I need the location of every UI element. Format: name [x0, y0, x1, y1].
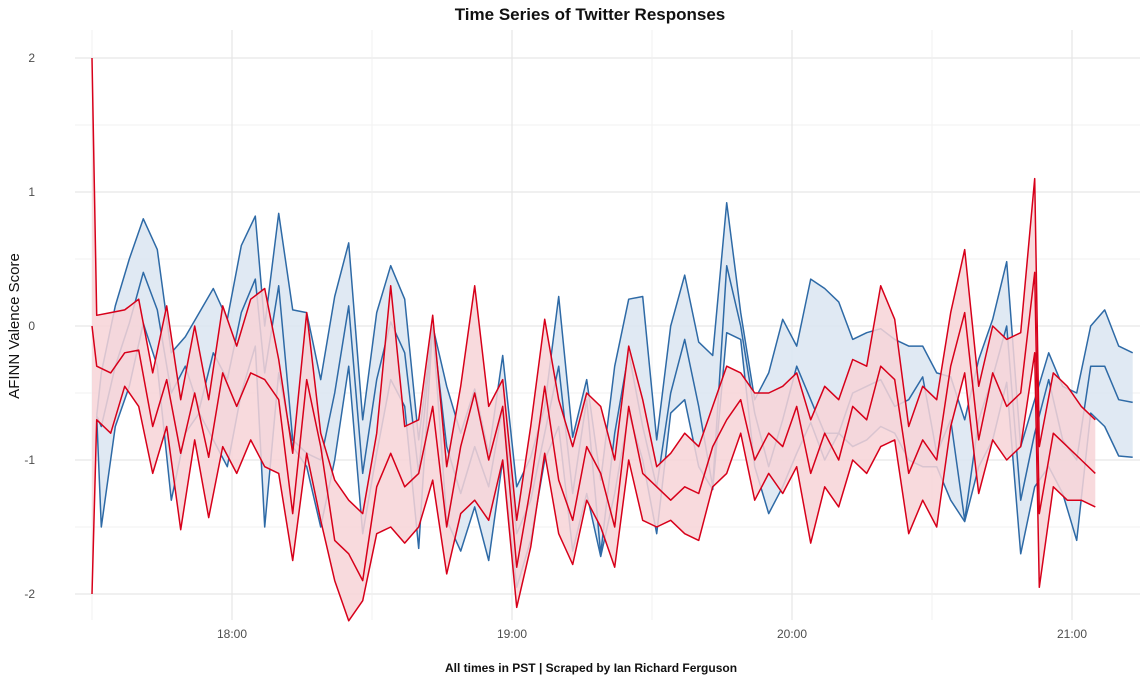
- series-2-ribbon: [92, 58, 1096, 621]
- y-tick-label: 2: [28, 51, 35, 65]
- series-2-upper-line: [91, 57, 1096, 522]
- chart-title: Time Series of Twitter Responses: [455, 5, 726, 24]
- series-2-mean-line: [91, 271, 1096, 582]
- y-tick-label: 0: [28, 319, 35, 333]
- x-axis-caption: All times in PST | Scraped by Ian Richar…: [445, 661, 737, 675]
- y-tick-label: -2: [24, 587, 35, 601]
- y-axis-title: AFINN Valence Score: [6, 253, 23, 399]
- x-tick-label: 21:00: [1057, 627, 1087, 641]
- series-2: [91, 57, 1096, 622]
- x-axis-ticks: 18:00 19:00 20:00 21:00: [217, 627, 1087, 641]
- series-layer: [91, 57, 1134, 622]
- y-tick-label: 1: [28, 185, 35, 199]
- series-1-ribbon: [96, 202, 1133, 588]
- series-2-lower-line: [91, 352, 1096, 622]
- y-tick-label: -1: [24, 453, 35, 467]
- y-axis-ticks: 2 1 0 -1 -2: [24, 51, 35, 601]
- x-tick-label: 19:00: [497, 627, 527, 641]
- x-tick-label: 20:00: [777, 627, 807, 641]
- x-tick-label: 18:00: [217, 627, 247, 641]
